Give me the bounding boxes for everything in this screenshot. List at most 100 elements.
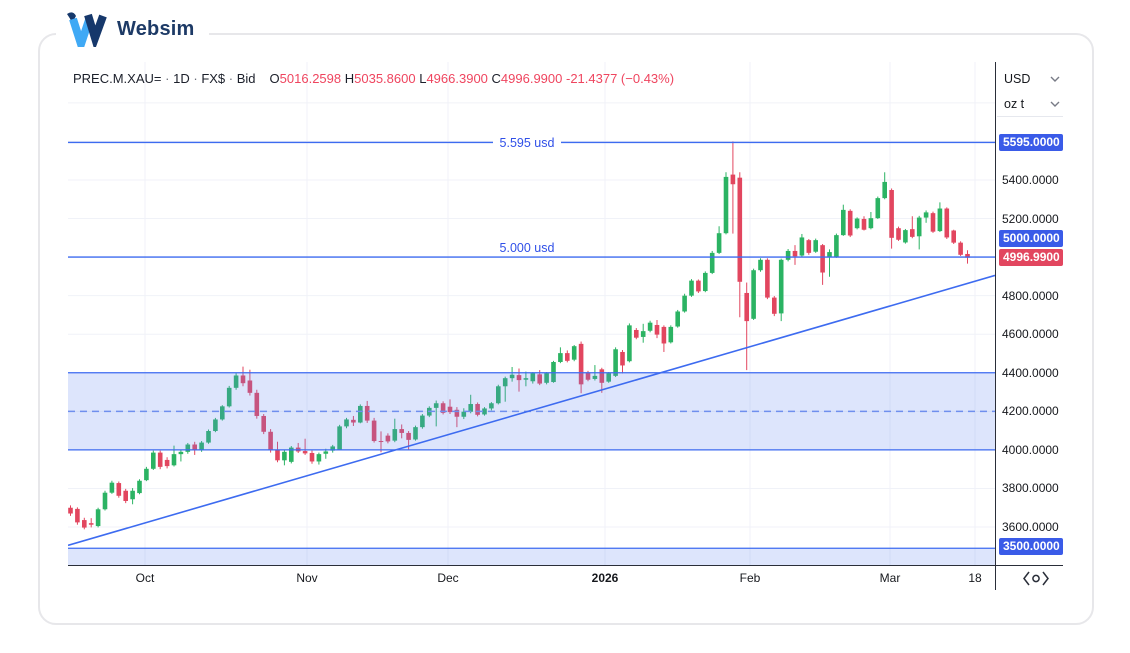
- candle-body: [151, 452, 156, 469]
- price-scale-label: 4800.0000: [1002, 288, 1059, 303]
- ohlc-low: 4966.3900: [426, 70, 488, 86]
- candle-body: [868, 218, 874, 229]
- candle-body: [399, 429, 404, 433]
- candle-body: [965, 253, 970, 258]
- candle-body: [737, 177, 743, 282]
- candle-body: [185, 444, 191, 452]
- channel-band[interactable]: [68, 372, 995, 450]
- candle-body: [144, 468, 149, 481]
- candle-body: [785, 250, 791, 260]
- lower-band[interactable]: [68, 548, 995, 565]
- candle-body: [613, 349, 618, 376]
- price-line-label[interactable]: 5.595 usd: [500, 136, 555, 150]
- candle-body: [571, 346, 577, 360]
- candle-body: [854, 218, 860, 229]
- candle-body: [703, 272, 708, 292]
- candle-body: [254, 392, 260, 416]
- chart-panel: [38, 33, 1094, 625]
- symbol-feed: FX$: [201, 70, 226, 86]
- candle-body: [792, 250, 798, 257]
- price-scale-label: 5400.0000: [1002, 172, 1059, 187]
- candle-body: [882, 181, 887, 199]
- time-axis-label: Mar: [879, 571, 901, 585]
- candle-body: [289, 447, 294, 462]
- candle-body: [247, 380, 253, 393]
- candle-body: [558, 353, 563, 362]
- price-scale-label: 4400.0000: [1002, 365, 1059, 380]
- candle-body: [178, 451, 184, 455]
- trend-line[interactable]: [68, 274, 995, 547]
- candle-body: [468, 404, 473, 412]
- candle-body: [682, 295, 687, 312]
- candle-body: [709, 252, 715, 273]
- candle-body: [164, 459, 170, 467]
- websim-brand[interactable]: Websim: [56, 6, 209, 52]
- candle-body: [302, 451, 308, 454]
- candle-body: [758, 259, 763, 271]
- price-axis-border: [995, 62, 996, 590]
- candlestick-chart[interactable]: 5.595 usd 5.000 usd: [68, 62, 995, 565]
- candle-body: [137, 480, 142, 494]
- candle-body: [282, 451, 287, 461]
- candle-body: [834, 235, 839, 257]
- candle-body: [944, 208, 950, 238]
- candle-body: [344, 419, 349, 427]
- candle-body: [213, 419, 218, 432]
- time-axis-label: Oct: [135, 571, 155, 585]
- price-scale-label: 3800.0000: [1002, 481, 1059, 496]
- currency-dropdown[interactable]: USD: [1004, 70, 1060, 88]
- candle-body: [392, 429, 398, 441]
- candle-body: [351, 419, 356, 423]
- candle-body: [530, 373, 536, 382]
- candle-body: [806, 240, 812, 253]
- candle-body: [316, 454, 322, 462]
- candle-body: [896, 228, 901, 240]
- candle-body: [744, 292, 749, 322]
- candle-body: [751, 270, 756, 319]
- candle-body: [861, 218, 867, 230]
- candle-body: [206, 431, 211, 443]
- candle-body: [358, 405, 363, 423]
- price-scale-label: 4600.0000: [1002, 327, 1059, 342]
- candle-body: [420, 415, 425, 428]
- time-axis-label: 18: [968, 571, 982, 585]
- candle-body: [406, 432, 411, 440]
- candle-body: [537, 374, 542, 384]
- candle-body: [337, 426, 342, 450]
- candle-body: [523, 378, 529, 380]
- symbol-interval[interactable]: 1D: [173, 70, 190, 86]
- candle-body: [772, 297, 777, 314]
- candle-body: [689, 280, 694, 296]
- unit-dropdown[interactable]: oz t: [1004, 95, 1060, 113]
- websim-logo-icon: [67, 12, 107, 47]
- price-scale-mode-icon[interactable]: [1021, 570, 1051, 592]
- candle-body: [889, 190, 894, 238]
- candle-body: [130, 490, 135, 500]
- candle-body: [157, 452, 163, 467]
- candle-body: [75, 508, 80, 523]
- candle-body: [475, 404, 480, 415]
- candle-body: [910, 229, 915, 237]
- candle-body: [827, 252, 832, 258]
- price-change: -21.4377 (−0.43%): [566, 70, 675, 86]
- price-line-label[interactable]: 5.000 usd: [500, 241, 555, 255]
- time-axis-label: 2026: [591, 571, 619, 585]
- candle-body: [413, 427, 418, 440]
- currency-value: USD: [1004, 72, 1031, 86]
- candle-body: [951, 230, 956, 243]
- candle-body: [937, 208, 943, 232]
- symbol-name[interactable]: PREC.M.XAU=: [73, 70, 162, 86]
- candle-body: [730, 174, 736, 185]
- candle-body: [330, 446, 335, 451]
- candle-body: [875, 198, 881, 219]
- candle-body: [647, 322, 653, 331]
- candle-body: [847, 210, 853, 236]
- chevron-down-icon: [1050, 76, 1060, 82]
- candle-body: [109, 482, 115, 493]
- candle-body: [930, 213, 936, 232]
- candle-body: [640, 331, 646, 337]
- candle-body: [592, 375, 598, 379]
- candle-body: [551, 361, 556, 383]
- candle-body: [82, 520, 87, 528]
